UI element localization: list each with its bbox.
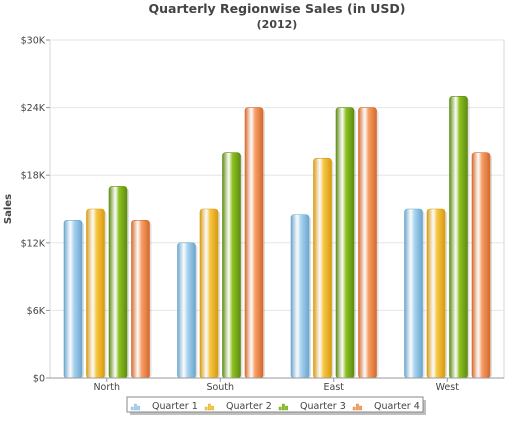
bar: [290, 214, 310, 379]
bar: [222, 152, 241, 379]
x-axis-ticks: North South East West: [93, 378, 459, 393]
legend-swatch-bar: [208, 403, 211, 411]
bar: [177, 242, 196, 379]
bar: [358, 107, 377, 379]
y-tick-label: $0: [33, 374, 45, 385]
bars: [63, 96, 492, 379]
legend-box: [126, 396, 424, 413]
legend-swatch-bar: [137, 405, 140, 411]
chart-title: Quarterly Regionwise Sales (in USD): [149, 1, 406, 16]
y-tick-label: $30K: [21, 36, 46, 47]
y-tick-label: $18K: [21, 171, 46, 182]
y-axis-label: Sales: [3, 194, 14, 224]
x-tick-label: South: [206, 382, 234, 393]
bar: [449, 96, 468, 379]
y-axis-ticks: $0 $6K $12K $18K $24K $30K: [21, 36, 50, 385]
legend-swatch-bar: [359, 405, 362, 411]
legend-swatch-bar: [356, 403, 359, 411]
bar: [404, 208, 423, 379]
legend-swatch-bar: [211, 405, 214, 411]
bar: [86, 208, 105, 379]
x-tick-label: East: [324, 382, 345, 393]
legend-swatch-bar: [278, 406, 282, 411]
legend-swatch-bar: [282, 403, 285, 411]
bar: [199, 208, 219, 379]
legend-swatch-bar: [285, 405, 288, 411]
chart-subtitle: (2012): [257, 18, 298, 31]
bar: [471, 152, 491, 379]
y-tick-label: $6K: [27, 306, 46, 317]
x-tick-label: West: [436, 382, 460, 393]
y-tick-label: $24K: [21, 103, 46, 114]
legend: Quarter 1 Quarter 2 Quarter 3 Quarter 4: [126, 396, 426, 415]
legend-item-label: Quarter 3: [300, 401, 346, 412]
bar: [244, 107, 264, 379]
legend-swatch-bar: [204, 406, 208, 411]
y-tick-label: $12K: [21, 238, 46, 249]
bar: [108, 186, 128, 379]
bar: [131, 219, 150, 379]
bar: [335, 107, 355, 379]
bar: [63, 219, 83, 379]
legend-swatch-bar: [134, 403, 137, 411]
legend-item-label: Quarter 1: [152, 401, 198, 412]
bar: [426, 208, 446, 379]
legend-swatch-bar: [352, 406, 356, 411]
x-tick-label: North: [93, 382, 120, 393]
legend-item-label: Quarter 2: [226, 401, 272, 412]
legend-item-label: Quarter 4: [374, 401, 420, 412]
legend-swatch-bar: [130, 406, 134, 411]
bar: [313, 158, 332, 379]
